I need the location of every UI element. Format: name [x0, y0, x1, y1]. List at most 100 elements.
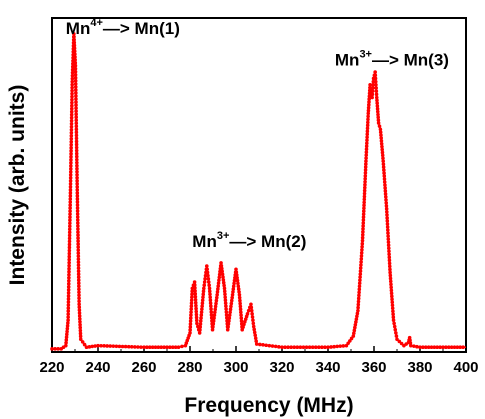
- data-point: [380, 153, 385, 158]
- data-point: [216, 287, 220, 291]
- data-point: [176, 345, 181, 350]
- data-point: [67, 263, 71, 268]
- data-point: [374, 89, 379, 93]
- data-point: [188, 328, 192, 332]
- data-point: [74, 145, 79, 150]
- data-point: [69, 115, 74, 120]
- data-point: [76, 272, 81, 277]
- data-point: [214, 295, 219, 300]
- data-point: [332, 344, 336, 349]
- data-point: [209, 304, 213, 308]
- data-point: [207, 283, 211, 288]
- data-point: [386, 231, 390, 235]
- data-point: [362, 191, 367, 196]
- data-point: [201, 292, 206, 297]
- data-point: [363, 179, 367, 184]
- data-point: [283, 345, 287, 350]
- data-point: [365, 138, 369, 143]
- data-point: [205, 267, 209, 272]
- data-point: [254, 339, 258, 343]
- data-point: [223, 298, 228, 303]
- data-point: [67, 242, 72, 247]
- data-point: [66, 306, 71, 310]
- data-point: [67, 233, 72, 238]
- data-point: [373, 73, 378, 78]
- data-point: [356, 299, 361, 304]
- data-point: [385, 219, 390, 223]
- data-point: [76, 221, 80, 225]
- annotation-site: —> Mn(3): [372, 51, 449, 70]
- data-point: [361, 221, 366, 225]
- data-point: [68, 197, 73, 201]
- data-point: [170, 345, 175, 350]
- data-point: [76, 239, 80, 243]
- data-point: [202, 283, 207, 288]
- data-point: [213, 304, 218, 309]
- data-point: [361, 230, 365, 234]
- data-point: [208, 301, 213, 305]
- data-point: [438, 345, 442, 350]
- data-point: [76, 266, 81, 270]
- data-point: [105, 344, 109, 348]
- data-point: [76, 254, 81, 258]
- data-point: [193, 292, 198, 296]
- data-point: [200, 298, 205, 303]
- annotation-site: —> Mn(1): [103, 19, 180, 38]
- data-point: [229, 304, 233, 309]
- data-point: [227, 316, 232, 320]
- data-point: [387, 255, 392, 260]
- data-point: [70, 79, 75, 84]
- annotation-mn3: Mn3+—> Mn(3): [335, 49, 449, 70]
- data-point: [73, 76, 78, 80]
- data-point: [70, 82, 74, 87]
- x-tick-label-220: 220: [39, 359, 64, 376]
- data-point: [356, 308, 360, 313]
- data-point: [70, 100, 74, 105]
- x-axis-label: Frequency (MHz): [184, 394, 353, 417]
- data-point: [203, 273, 208, 278]
- data-point: [75, 182, 79, 186]
- data-point: [387, 252, 391, 257]
- data-point: [73, 63, 78, 68]
- data-point: [412, 344, 416, 348]
- data-point: [381, 162, 386, 166]
- data-point: [73, 69, 78, 74]
- data-point: [189, 301, 194, 306]
- data-point: [357, 287, 362, 292]
- data-point: [76, 224, 80, 228]
- data-point: [370, 95, 374, 100]
- data-point: [304, 345, 309, 350]
- annotation-mn2: Mn3+—> Mn(2): [192, 230, 306, 251]
- data-point: [364, 153, 369, 157]
- data-point: [356, 296, 361, 301]
- data-point: [230, 295, 234, 300]
- data-point: [237, 292, 242, 297]
- data-point: [219, 261, 223, 265]
- data-point: [210, 327, 215, 332]
- data-point: [150, 345, 155, 350]
- x-tick-label-280: 280: [177, 359, 202, 376]
- data-point: [222, 289, 227, 294]
- data-point: [74, 148, 79, 153]
- data-point: [357, 284, 362, 289]
- data-point: [75, 206, 80, 210]
- data-point: [69, 140, 74, 144]
- data-point: [307, 345, 312, 350]
- data-point: [188, 322, 193, 326]
- data-point: [123, 344, 128, 349]
- data-point: [67, 269, 71, 274]
- data-point: [74, 133, 79, 138]
- data-point: [389, 291, 394, 296]
- data-point: [366, 105, 371, 110]
- data-point: [76, 281, 81, 286]
- data-point: [387, 264, 392, 269]
- data-point: [363, 165, 368, 169]
- data-point: [353, 322, 358, 327]
- data-point: [426, 345, 431, 350]
- data-point: [199, 310, 204, 314]
- data-point: [222, 286, 227, 291]
- data-point: [365, 126, 370, 131]
- data-point: [56, 347, 60, 351]
- data-point: [68, 182, 73, 186]
